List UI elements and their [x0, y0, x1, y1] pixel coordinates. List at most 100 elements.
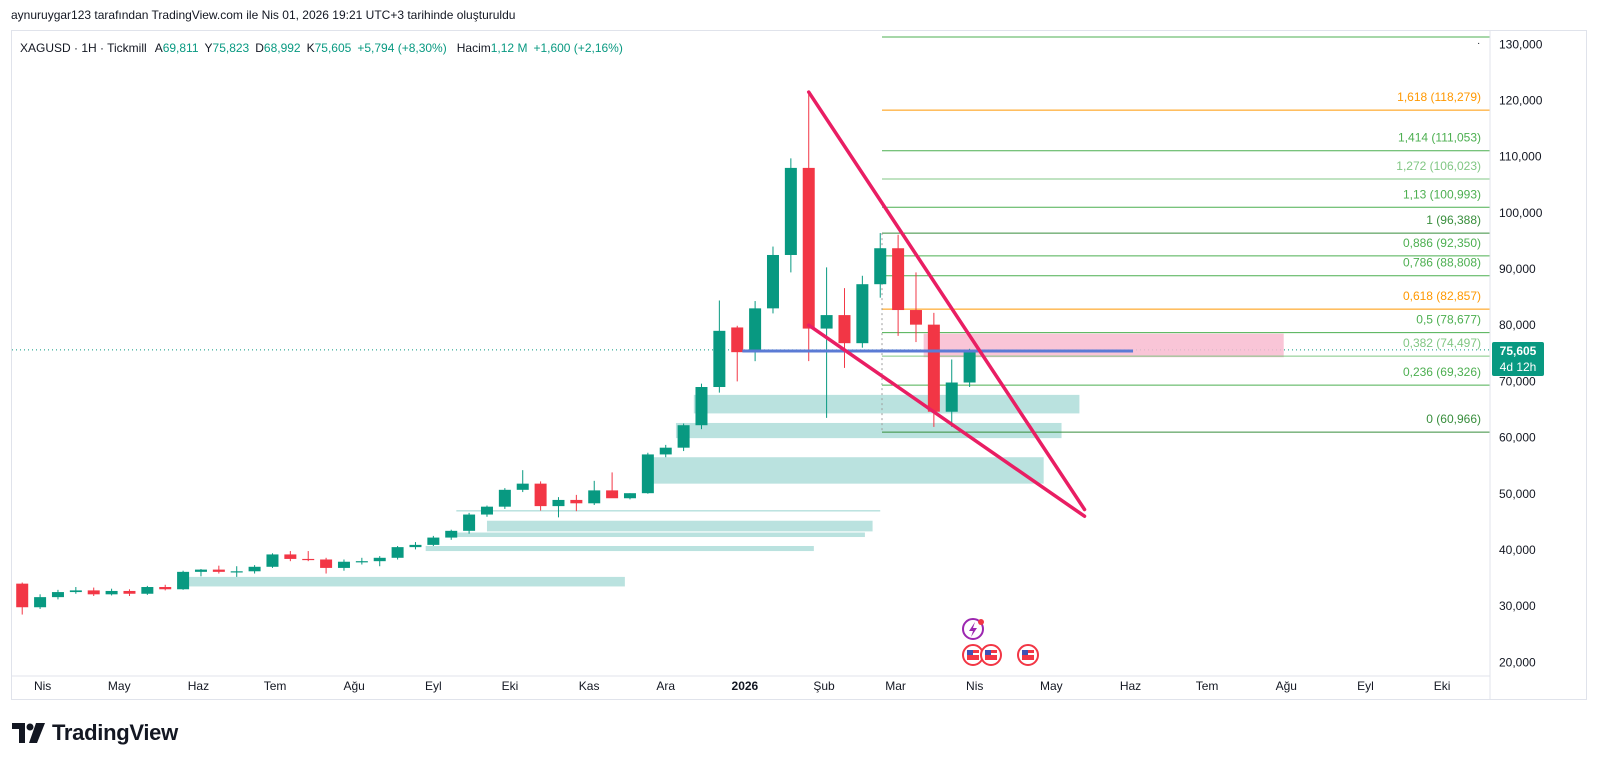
candle — [230, 566, 243, 577]
x-tick-label: Eki — [1434, 679, 1451, 693]
candle — [766, 246, 779, 314]
y-tick-label: 20,000 — [1499, 655, 1536, 669]
x-tick-label: 2026 — [732, 679, 759, 693]
candle-body — [695, 387, 708, 426]
candle — [498, 488, 511, 509]
support-zone — [425, 546, 814, 552]
candle — [623, 493, 636, 500]
y-tick-label: 30,000 — [1499, 599, 1536, 613]
symbol-name[interactable]: XAGUSD · 1H · Tickmill — [20, 41, 147, 55]
candle-body — [212, 569, 225, 572]
symbol-legend: XAGUSD · 1H · Tickmill A 69,811 Y 75,823 D… — [20, 41, 623, 55]
candle — [123, 589, 136, 597]
candle-body — [480, 506, 493, 515]
candle-body — [766, 254, 779, 309]
us-flag-canton — [967, 650, 973, 655]
candle-body — [641, 454, 654, 494]
candle — [731, 325, 744, 382]
candle — [409, 542, 422, 550]
candle — [427, 535, 440, 547]
candle-body — [749, 308, 762, 353]
candle — [820, 267, 833, 418]
candle-body — [177, 571, 190, 590]
candle-body — [391, 547, 404, 558]
candle — [570, 494, 583, 512]
candle — [51, 589, 64, 600]
candle-body — [159, 587, 172, 590]
candle — [516, 470, 529, 493]
tradingview-logo-text: TradingView — [52, 720, 178, 745]
volume-value: 1,12 M — [490, 41, 528, 55]
volume-change: +1,600 (+2,16%) — [533, 41, 623, 55]
candle-body — [909, 310, 922, 325]
candle-body — [266, 554, 279, 567]
candle-countdown: 4d 12h — [1499, 360, 1537, 374]
fib-level-label: 0,236 (69,326) — [1403, 365, 1481, 379]
chart-attribution: aynuruygar123 tarafından TradingView.com… — [11, 8, 516, 22]
candle — [534, 481, 547, 511]
high-value: 75,823 — [212, 41, 250, 55]
close-label: K — [306, 41, 315, 55]
candle — [713, 300, 726, 393]
support-zone — [486, 520, 873, 532]
x-tick-label: Tem — [264, 679, 287, 693]
close-value: 75,605 — [314, 41, 352, 55]
x-tick-label: May — [108, 679, 131, 693]
candle-body — [337, 561, 350, 568]
y-tick-label: 100,000 — [1499, 206, 1543, 220]
price-change: +5,794 (+8,30%) — [357, 41, 447, 55]
support-zones — [183, 333, 1284, 587]
candle-body — [284, 554, 297, 559]
candle-body — [659, 447, 672, 455]
fib-level-label: 1,618 (118,279) — [1397, 90, 1481, 104]
candle — [212, 565, 225, 574]
candle-body — [802, 167, 815, 329]
drawings — [742, 90, 1134, 518]
x-tick-label: Eyl — [1357, 679, 1374, 693]
candle-body — [498, 489, 511, 507]
candle — [892, 234, 905, 336]
x-tick-label: Eki — [502, 679, 519, 693]
candle — [838, 288, 851, 368]
y-tick-label: 130,000 — [1499, 37, 1543, 51]
y-tick-label: 110,000 — [1499, 150, 1542, 164]
candle-body — [856, 284, 869, 344]
y-tick-label: 40,000 — [1499, 543, 1536, 557]
candle-body — [320, 559, 333, 568]
candle — [266, 553, 279, 568]
candle-body — [230, 571, 243, 573]
us-flag-canton — [1022, 650, 1028, 655]
support-zone — [456, 510, 881, 512]
x-tick-label: Kas — [579, 679, 600, 693]
candle-body — [838, 315, 851, 344]
tradingview-logo[interactable]: TradingView — [12, 720, 178, 746]
candles — [16, 91, 976, 615]
event-markers — [962, 618, 1039, 666]
us-flag-event-icon — [1017, 644, 1039, 666]
candle-body — [570, 499, 583, 504]
axes: 130,000 120,000 110,000 100,000 90,000 80,000… — [12, 31, 1543, 699]
candle — [87, 587, 100, 597]
fib-level-label: 0 (60,966) — [1426, 412, 1481, 426]
candle-body — [445, 530, 458, 538]
candle — [284, 551, 297, 562]
candle — [552, 497, 565, 518]
candle — [588, 480, 601, 505]
candle-body — [784, 167, 797, 255]
wedge-upper-trendline — [806, 90, 1087, 512]
wedge-lower-trendline — [806, 323, 1087, 518]
candle-body — [713, 330, 726, 388]
candle — [16, 582, 29, 615]
candle-body — [409, 544, 422, 548]
candle-body — [69, 590, 82, 593]
x-tick-label: Şub — [813, 679, 835, 693]
y-tick-label: 60,000 — [1499, 431, 1536, 445]
fib-level-label: 1,414 (111,053) — [1398, 131, 1481, 145]
candle-body — [927, 324, 940, 412]
y-tick-label: 80,000 — [1499, 318, 1536, 332]
candle-body — [463, 514, 476, 531]
x-tick-label: Eyl — [425, 679, 442, 693]
candle — [606, 472, 619, 499]
x-tick-label: Tem — [1196, 679, 1219, 693]
